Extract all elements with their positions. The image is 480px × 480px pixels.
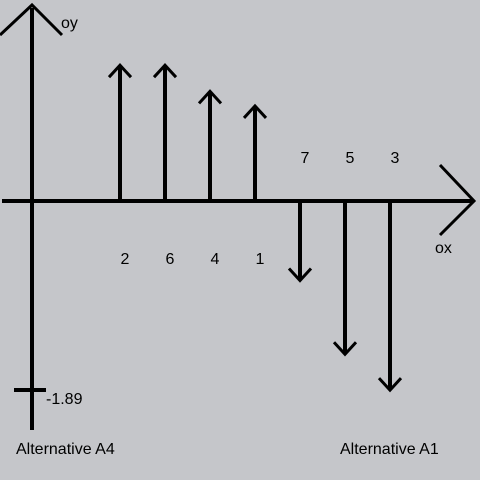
arrow-4-head	[197, 89, 223, 105]
y-axis-arrowhead	[0, 2, 64, 37]
arrow-7-head	[287, 267, 313, 283]
category-label-1: 1	[256, 251, 265, 268]
y-marker-value: -1.89	[46, 391, 83, 408]
arrow-2-head	[107, 62, 133, 79]
category-label-5: 5	[346, 150, 355, 167]
arrow-6-head	[152, 62, 178, 79]
y-axis-label: oy	[61, 15, 78, 32]
left-alternative-label: Alternative A4	[16, 441, 115, 458]
axes	[0, 2, 477, 430]
arrow-1-head	[242, 103, 268, 119]
arrow-5-head	[332, 341, 358, 357]
category-label-3: 3	[391, 150, 400, 167]
category-label-2: 2	[121, 251, 130, 268]
arrow-3-head	[377, 377, 403, 393]
x-axis-label: ox	[435, 240, 452, 257]
x-axis-arrowhead	[438, 163, 477, 237]
bars-group: 2 6 4 1 7 5 3	[107, 62, 403, 393]
category-label-7: 7	[301, 150, 310, 167]
right-alternative-label: Alternative A1	[340, 441, 439, 458]
category-label-6: 6	[166, 251, 175, 268]
category-label-4: 4	[211, 251, 220, 268]
